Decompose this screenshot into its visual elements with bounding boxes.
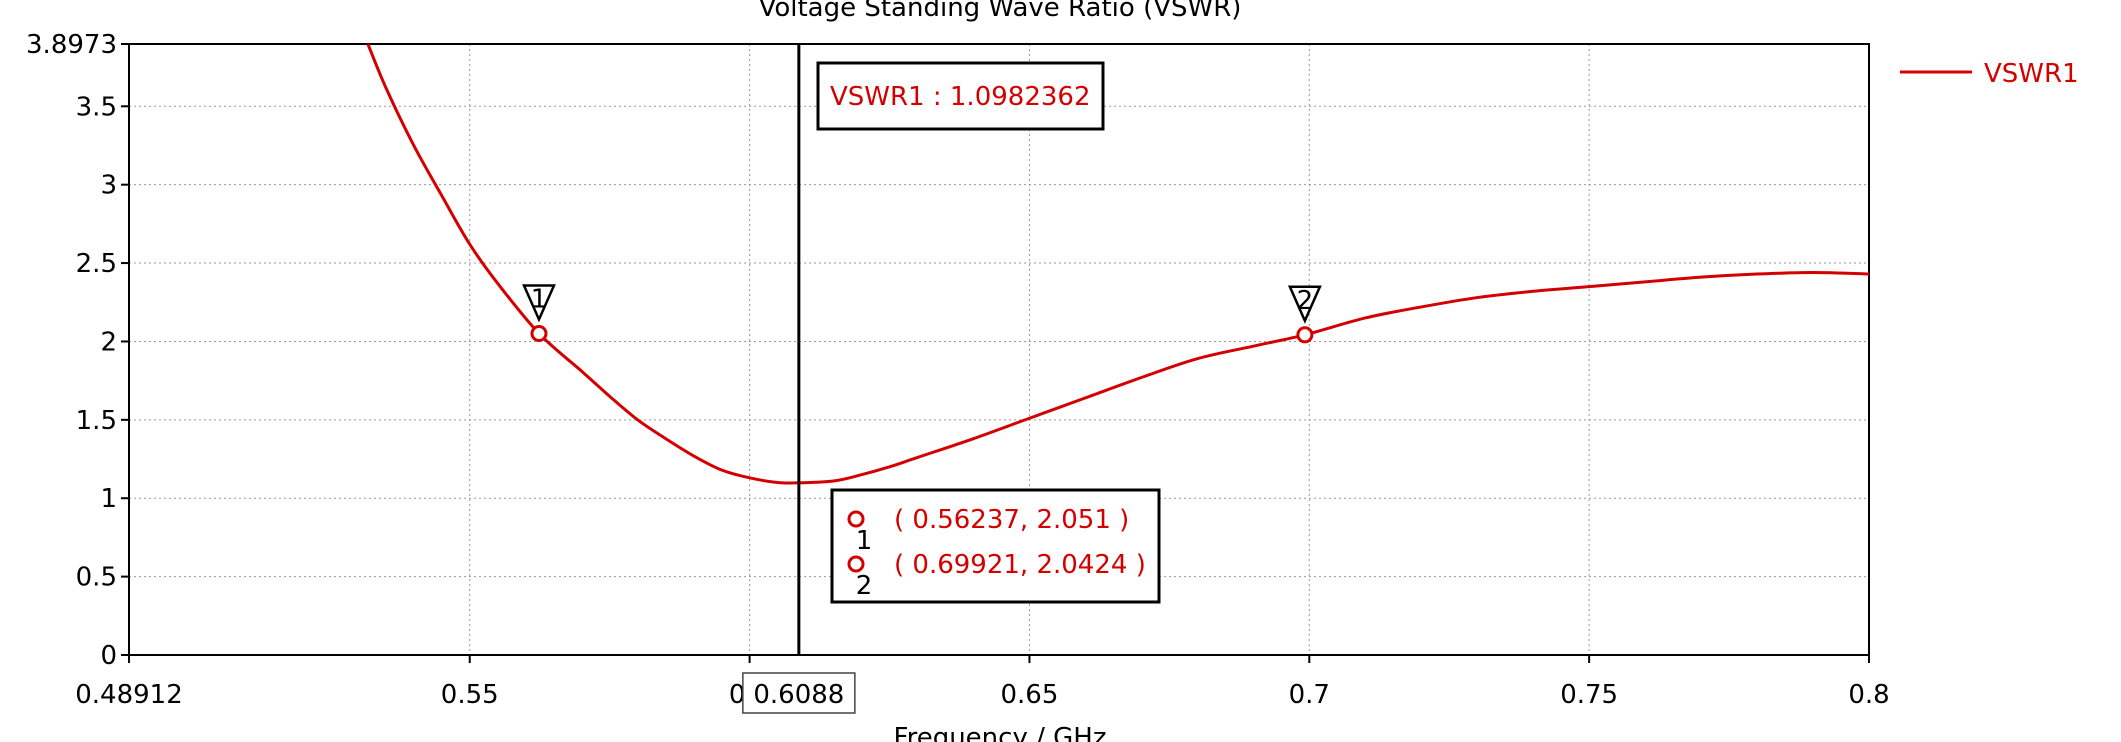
x-tick-label: 0.55	[441, 680, 499, 710]
x-tick-label: 0.65	[1001, 680, 1059, 710]
x-tick-label: 0.75	[1560, 680, 1618, 710]
cursor-readout-box: VSWR1 : 1.0982362	[816, 61, 1105, 131]
y-tick-label: 0.5	[76, 563, 117, 593]
series-layer	[366, 43, 1870, 485]
y-tick-label: 3.5	[76, 92, 117, 122]
marker-table-value: ( 0.69921, 2.0424 )	[894, 550, 1146, 580]
marker-circle-icon	[847, 555, 865, 573]
cursor-x-label-box	[742, 672, 856, 714]
marker-circle	[1296, 326, 1314, 344]
marker-table: 1 ( 0.56237, 2.051 ) 2 ( 0.69921, 2.0424 )	[830, 488, 1161, 604]
series-line-vswr1	[366, 43, 1870, 485]
cursor-x-label-group: 0.6088	[742, 672, 856, 714]
y-tick-label: 1.5	[76, 406, 117, 436]
chart-title: Voltage Standing Wave Ratio (VSWR)	[759, 0, 1242, 23]
cursor-x-label: 0.6088	[753, 680, 844, 710]
legend: VSWR1	[1900, 59, 2079, 89]
y-tick-label: 0	[100, 641, 117, 671]
marker-circle-icon	[847, 510, 865, 528]
x-tick-label: 0.7	[1289, 680, 1330, 710]
y-tick-label: 3	[100, 171, 117, 201]
plot-area-border	[128, 43, 1870, 656]
marker-table-row: 1 ( 0.56237, 2.051 )	[847, 505, 1129, 556]
y-tick-label: 2.5	[76, 249, 117, 279]
marker-table-row: 2 ( 0.69921, 2.0424 )	[847, 550, 1146, 601]
y-tick-label: 1	[100, 484, 117, 514]
marker-2: 2	[1287, 285, 1322, 344]
y-axis-ticks: 0 0.5 1 1.5 2 2.5 3 3.5 3.8973	[26, 30, 129, 671]
marker-1: 1	[522, 284, 556, 342]
legend-label-vswr1: VSWR1	[1984, 59, 2079, 89]
x-tick-label: 0.48912	[75, 680, 183, 710]
grid	[129, 44, 1869, 655]
marker-table-value: ( 0.56237, 2.051 )	[894, 505, 1129, 535]
marker-flag-label: 2	[1297, 286, 1314, 316]
x-axis-label: Frequency / GHz	[894, 723, 1107, 742]
marker-flag-icon	[1287, 285, 1322, 324]
y-tick-label: 3.8973	[26, 30, 117, 60]
marker-flag-icon	[522, 284, 556, 323]
marker-flag-label: 1	[531, 284, 548, 314]
cursor-readout: VSWR1 : 1.0982362	[830, 82, 1091, 112]
marker-circle	[530, 324, 548, 342]
marker-table-id: 2	[856, 571, 873, 601]
marker-table-id: 1	[856, 526, 873, 556]
y-tick-label: 2	[100, 327, 117, 357]
x-tick-label: 0.8	[1848, 680, 1889, 710]
